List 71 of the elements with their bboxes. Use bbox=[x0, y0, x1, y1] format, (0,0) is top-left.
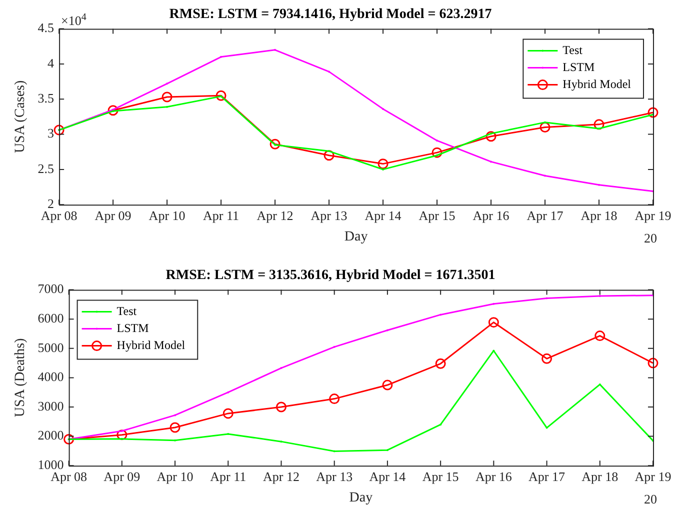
point bbox=[162, 92, 172, 102]
point bbox=[276, 402, 286, 412]
x-tick-label: Apr 14 bbox=[369, 468, 406, 484]
x-tick-label: Apr 15 bbox=[418, 208, 456, 223]
y-axis-title: USA (Cases) bbox=[13, 80, 28, 154]
point bbox=[594, 119, 604, 130]
x-tick-label: Apr 17 bbox=[526, 208, 564, 223]
point bbox=[270, 138, 280, 150]
y-axis-title: USA (Deaths) bbox=[13, 338, 28, 418]
x-tick-label: Apr 11 bbox=[210, 468, 246, 484]
x-tick-label: Apr 15 bbox=[422, 468, 459, 484]
y-tick-label: 4.5 bbox=[38, 20, 54, 36]
y-tick-label: 2.5 bbox=[38, 160, 54, 176]
point bbox=[324, 150, 334, 161]
y-tick-label: 4 bbox=[48, 55, 55, 70]
point bbox=[378, 158, 388, 170]
point bbox=[435, 358, 446, 369]
point bbox=[488, 317, 499, 328]
text: 20 bbox=[644, 492, 657, 507]
y-tick-label: 3.5 bbox=[38, 90, 54, 106]
x-tick-label: Apr 11 bbox=[203, 208, 240, 223]
x-tick-label: Apr 10 bbox=[148, 208, 186, 223]
point bbox=[432, 147, 442, 158]
x-tick-label: Apr 12 bbox=[263, 468, 300, 484]
y-tick-label: 6000 bbox=[38, 310, 64, 326]
y-tick-label: 3000 bbox=[38, 398, 64, 414]
legend-label: LSTM bbox=[116, 320, 150, 335]
legend-label: Test bbox=[562, 42, 584, 57]
y-tick-label: 3 bbox=[48, 126, 54, 141]
legend-label: LSTM bbox=[562, 60, 596, 74]
y-tick-label: 7000 bbox=[38, 281, 64, 296]
x-tick-label: Apr 13 bbox=[310, 208, 348, 223]
x-tick-label: Apr 10 bbox=[156, 468, 194, 484]
x-tick-label: Apr 13 bbox=[316, 468, 353, 484]
point bbox=[222, 408, 234, 419]
legend-label: Test bbox=[116, 304, 138, 318]
x-tick-label: Apr 17 bbox=[528, 468, 566, 484]
x-tick-label: Apr 16 bbox=[472, 208, 510, 223]
y-tick-label: 4000 bbox=[38, 369, 64, 384]
point bbox=[170, 422, 180, 433]
point bbox=[54, 124, 64, 136]
x-tick-label: Apr 18 bbox=[580, 208, 618, 223]
text: 20 bbox=[644, 230, 657, 246]
x-tick-label: Apr 16 bbox=[475, 468, 512, 484]
x-tick-label: Apr 19 bbox=[634, 468, 672, 484]
chart-title: RMSE: LSTM = 3135.3616, Hybrid Model = 1671.3501 bbox=[166, 268, 496, 284]
x-tick-label: Apr 19 bbox=[634, 208, 672, 223]
x-tick-label: Apr 14 bbox=[364, 208, 402, 223]
x-tick-label: Apr 09 bbox=[104, 468, 140, 484]
point bbox=[216, 90, 226, 101]
point bbox=[64, 434, 74, 444]
point bbox=[486, 131, 496, 142]
legend-label: Hybrid Model bbox=[116, 338, 186, 352]
chart-title: RMSE: LSTM = 7934.1416, Hybrid Model = 623.2917 bbox=[169, 7, 492, 22]
point bbox=[542, 353, 552, 364]
point bbox=[116, 430, 128, 440]
point bbox=[594, 330, 606, 342]
point bbox=[329, 394, 340, 404]
point bbox=[648, 107, 658, 118]
y-tick-label: 5000 bbox=[38, 340, 64, 355]
x-tick-label: Apr 18 bbox=[582, 468, 618, 484]
x-tick-label: Apr 12 bbox=[256, 208, 294, 223]
legend-label: Hybrid Model bbox=[562, 76, 632, 91]
point bbox=[108, 105, 118, 116]
point bbox=[540, 122, 550, 132]
y-tick-label: 2000 bbox=[38, 428, 64, 443]
point bbox=[382, 380, 393, 390]
x-axis-title: Day bbox=[344, 229, 368, 244]
x-tick-label: Apr 09 bbox=[94, 208, 132, 223]
point bbox=[648, 358, 658, 368]
x-axis-title: Day bbox=[349, 490, 373, 506]
